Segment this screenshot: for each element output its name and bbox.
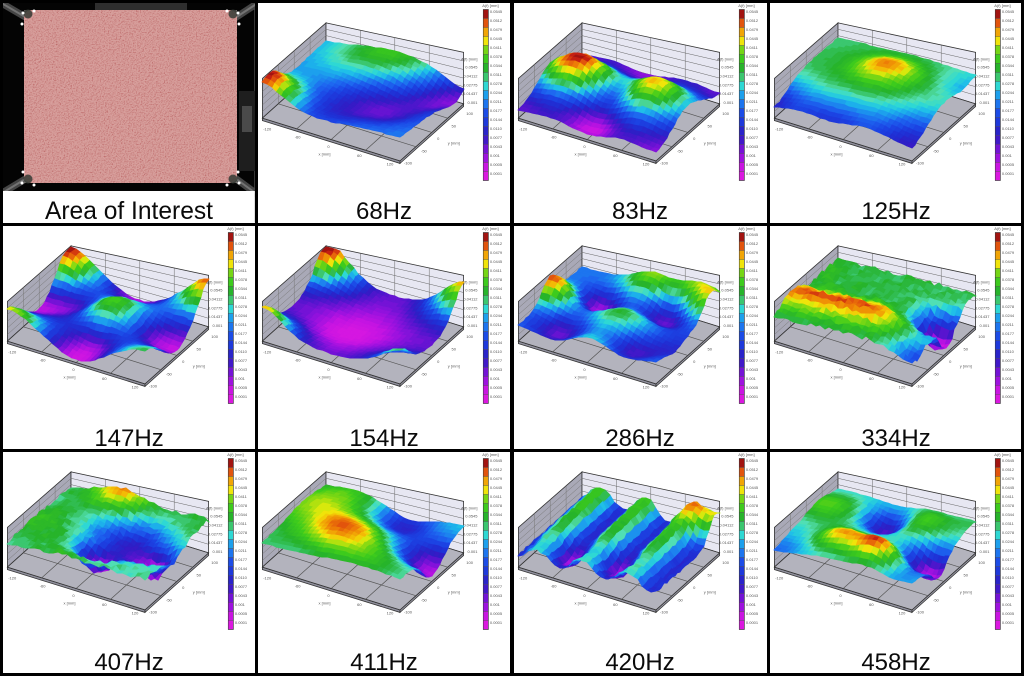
- svg-text:Area of Interest: Area of Interest: [45, 198, 213, 223]
- svg-text:125Hz: 125Hz: [862, 198, 931, 223]
- svg-text:407Hz: 407Hz: [94, 649, 163, 673]
- svg-text:411Hz: 411Hz: [351, 649, 419, 673]
- svg-text:154Hz: 154Hz: [350, 425, 419, 449]
- svg-text:420Hz: 420Hz: [605, 649, 674, 673]
- svg-text:147Hz: 147Hz: [94, 425, 163, 449]
- svg-text:68Hz: 68Hz: [356, 198, 412, 223]
- svg-text:334Hz: 334Hz: [862, 425, 931, 449]
- svg-text:286Hz: 286Hz: [605, 425, 674, 449]
- svg-text:458Hz: 458Hz: [862, 649, 931, 673]
- svg-text:83Hz: 83Hz: [612, 198, 668, 223]
